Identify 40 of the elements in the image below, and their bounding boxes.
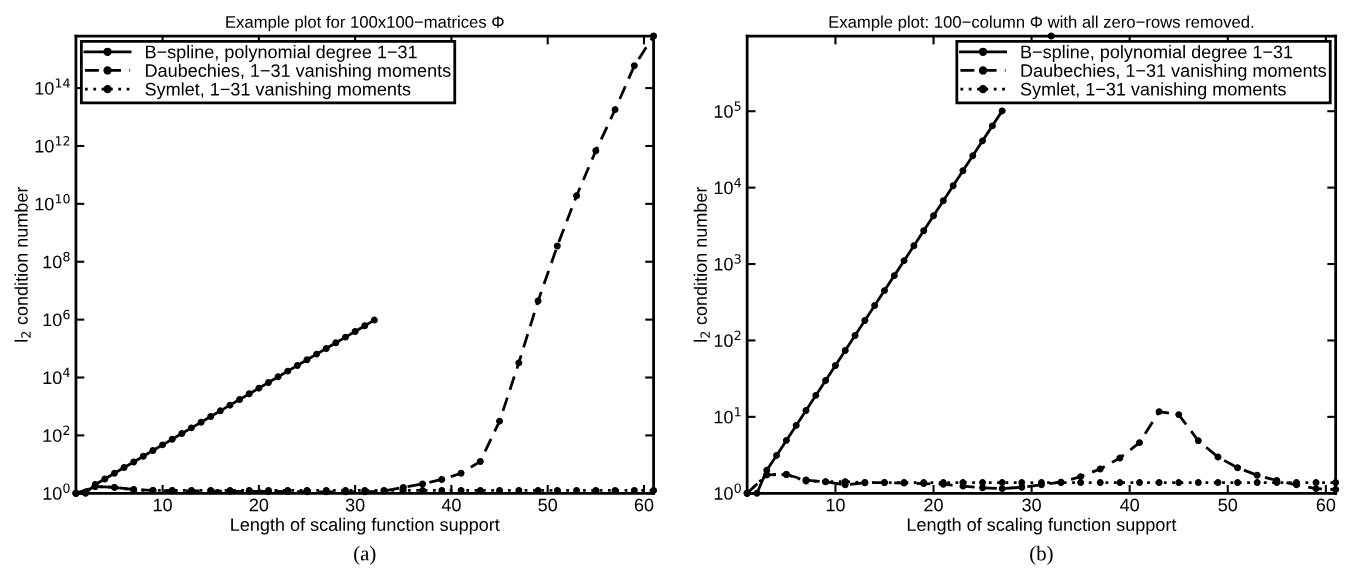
legend-label: Symlet, 1−31 vanishing moments [1020,82,1286,100]
y-tick-label: 10$^{0}$ [43,483,70,500]
y-tick-label: 10$^{5}$ [714,101,741,118]
legend-label: B−spline, polynomial degree 1−31 [1021,45,1293,62]
text: (a) [354,545,376,565]
x-tick-label: 30 [1022,498,1041,512]
legend-label: Symlet, 1−31 vanishing moments [145,82,411,100]
x-tick-label: 30 [345,498,365,512]
y-tick-label: 10$^{2}$ [714,330,741,348]
y-axis-title: l$_{2}$ condition number [14,186,31,342]
chart-title: Example plot: 100−column Φ with all zero−rows removed. [829,15,1254,32]
y-tick-label: 10$^{1}$ [714,407,741,424]
y-axis-title: l$_{2}$ condition number [693,186,710,342]
y-tick-label: 10$^{10}$ [35,193,70,211]
y-tick-label: 10$^{4}$ [43,367,70,385]
y-tick-label: 10$^{14}$ [35,78,70,95]
chart-title: Example plot for 100x100−matrices Φ [226,15,504,32]
x-tick-label: 40 [1120,498,1140,512]
x-tick-label: 10 [153,498,172,512]
x-tick-label: 50 [538,498,558,512]
legend-label: B−spline, polynomial degree 1−31 [146,45,417,62]
x-tick-label: 10 [826,498,845,512]
y-tick-label: 10$^{6}$ [43,309,70,327]
y-tick-label: 10$^{0}$ [714,483,741,500]
text: (b) [1030,545,1053,565]
x-tick-label: 20 [249,498,269,512]
y-tick-label: 10$^{8}$ [43,251,70,269]
y-tick-label: 10$^{4}$ [714,177,741,195]
y-tick-label: 10$^{12}$ [35,136,70,153]
y-tick-label: 10$^{3}$ [714,254,741,271]
x-tick-label: 50 [1218,498,1238,512]
x-tick-label: 60 [1316,498,1336,512]
x-tick-label: 40 [441,498,461,512]
x-axis-title: Length of scaling function support [907,517,1177,535]
y-tick-label: 10$^{2}$ [43,425,70,442]
legend-label: Daubechies, 1−31 vanishing moments [146,63,451,81]
x-tick-label: 60 [634,498,654,512]
x-tick-label: 20 [924,498,943,512]
legend-label: Daubechies, 1−31 vanishing moments [1021,63,1326,81]
x-axis-title: Length of scaling function support [231,517,500,535]
